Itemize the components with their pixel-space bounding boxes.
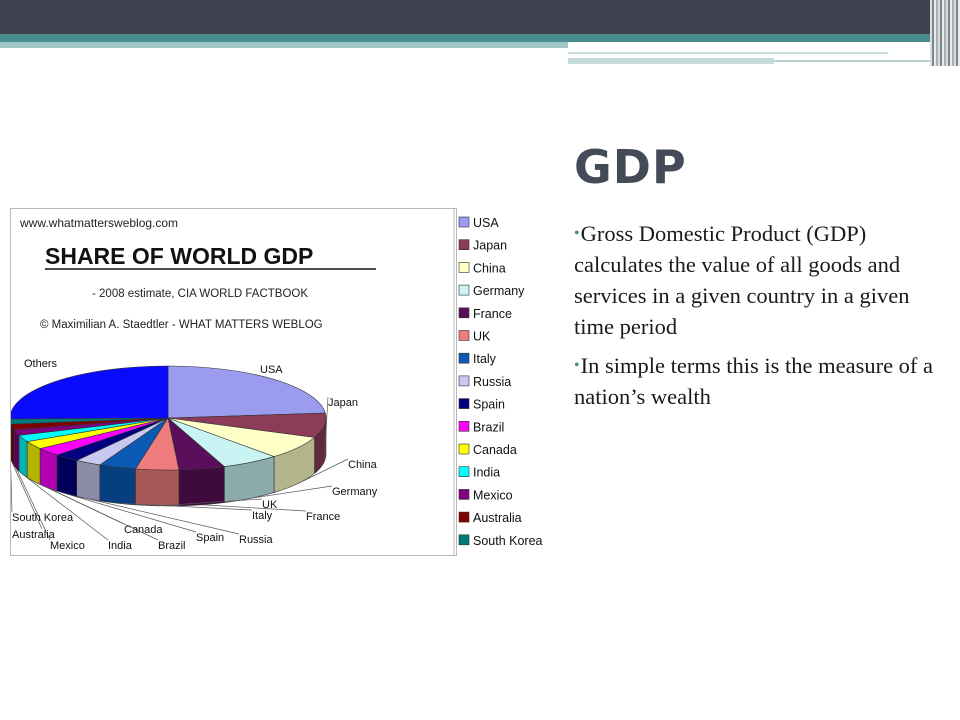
slide-title: GDP	[574, 140, 687, 194]
pie-label-spain: Spain	[196, 532, 224, 544]
legend-label-italy: Italy	[473, 352, 497, 366]
pie-leader-line	[297, 458, 349, 485]
pie-label-india: India	[108, 540, 133, 552]
bullet-dot-icon: •	[574, 357, 580, 374]
bullet-item: •Gross Domestic Product (GDP) calculates…	[574, 221, 910, 339]
legend-label-south-korea: South Korea	[473, 534, 543, 548]
header-corner-stripes	[930, 0, 960, 66]
legend-swatch-france	[458, 307, 470, 319]
pie-leader-line	[12, 462, 43, 530]
legend-label-spain: Spain	[473, 398, 505, 412]
pie-label-china: China	[348, 459, 378, 471]
header-accent-bar-light	[0, 42, 568, 48]
pie-leader-line	[33, 480, 125, 525]
legend-swatch-australia	[458, 511, 470, 523]
legend-label-china: China	[473, 261, 506, 275]
bullet-dot-icon: •	[574, 225, 580, 242]
legend-label-japan: Japan	[473, 239, 507, 253]
header-thin-line	[568, 52, 888, 54]
bullet-list: •Gross Domestic Product (GDP) calculates…	[574, 218, 934, 420]
pie-leader-line	[117, 502, 253, 511]
gdp-pie-chart: www.whatmattersweblog.com SHARE OF WORLD…	[9, 208, 563, 558]
legend-swatch-south-korea	[458, 534, 470, 546]
header-thin-line	[568, 58, 774, 64]
legend-label-canada: Canada	[473, 443, 517, 457]
legend-swatch-india	[458, 466, 470, 478]
legend-swatch-canada	[458, 443, 470, 455]
legend-label-india: India	[473, 466, 500, 480]
pie-label-japan: Japan	[328, 397, 358, 409]
pie-leader-line	[201, 504, 307, 512]
header-accent-bar	[0, 34, 960, 42]
legend-swatch-usa	[458, 216, 470, 228]
pie-group	[9, 365, 327, 507]
pie-label-italy: Italy	[252, 510, 273, 522]
legend-swatch-japan	[458, 239, 470, 251]
legend-label-uk: UK	[473, 330, 491, 344]
pie-label-australia: Australia	[12, 529, 56, 541]
header-thin-line	[774, 60, 930, 62]
chart-frame	[10, 208, 457, 556]
legend-label-russia: Russia	[473, 375, 511, 389]
legend-swatch-mexico	[458, 489, 470, 500]
chart-title: SHARE OF WORLD GDP	[45, 243, 313, 269]
pie-label-south-korea: South Korea	[12, 512, 74, 524]
legend-swatch-germany	[458, 284, 470, 296]
legend-label-france: France	[473, 307, 512, 321]
legend-label-germany: Germany	[473, 284, 525, 298]
header-bar	[0, 0, 960, 34]
legend-swatch-china	[458, 262, 470, 273]
pie-leader-line	[15, 468, 51, 541]
legend-label-brazil: Brazil	[473, 420, 504, 434]
legend-label-mexico: Mexico	[473, 488, 513, 502]
chart-legend: USA Japan China Germany France UK Italy Russia S…	[453, 208, 543, 556]
pie-slice-usa	[167, 365, 326, 419]
chart-website: www.whatmattersweblog.com	[19, 216, 178, 230]
legend-swatch-spain	[458, 398, 470, 409]
pie-label-russia: Russia	[239, 534, 274, 546]
legend-swatch-italy	[458, 352, 470, 364]
pie-label-germany: Germany	[332, 486, 378, 498]
pie-leader-line	[87, 498, 240, 535]
pie-leader-line	[250, 485, 333, 499]
pie-label-uk: UK	[262, 499, 278, 511]
legend-swatch-uk	[458, 330, 470, 341]
pie-leader-line	[157, 498, 263, 507]
pie-label-canada: Canada	[124, 524, 163, 536]
legend-label-australia: Australia	[473, 511, 522, 525]
pie-label-mexico: Mexico	[50, 540, 85, 552]
pie-label-others: Others	[24, 358, 58, 370]
legend-swatch-brazil	[458, 421, 470, 432]
bullet-item: •In simple terms this is the measure of …	[574, 353, 934, 409]
pie-label-usa: USA	[260, 364, 283, 376]
chart-credit: © Maximilian A. Staedtler - WHAT MATTERS…	[40, 319, 323, 331]
chart-subtitle: - 2008 estimate, CIA WORLD FACTBOOK	[92, 288, 308, 300]
pie-label-france: France	[306, 511, 340, 523]
legend-label-usa: USA	[473, 216, 499, 230]
pie-leader-line	[324, 396, 329, 462]
pie-leader-line	[66, 493, 197, 533]
pie-slice-others	[9, 365, 169, 420]
pie-label-brazil: Brazil	[158, 540, 186, 552]
legend-swatch-russia	[458, 375, 470, 387]
pie-leader-line	[22, 474, 109, 541]
chart-svg: www.whatmattersweblog.com SHARE OF WORLD…	[9, 208, 543, 556]
